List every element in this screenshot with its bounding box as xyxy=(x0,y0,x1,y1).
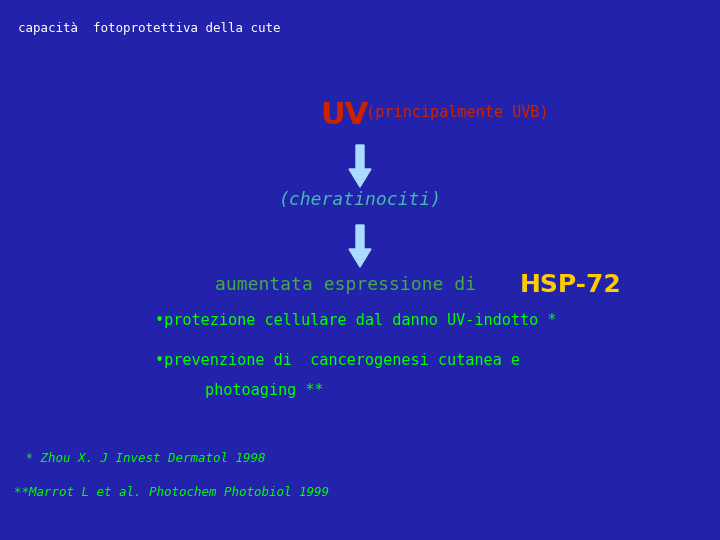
Text: •protezione cellulare dal danno UV-indotto *: •protezione cellulare dal danno UV-indot… xyxy=(155,313,557,327)
Text: (cheratinociti): (cheratinociti) xyxy=(279,191,441,209)
FancyArrow shape xyxy=(349,145,371,187)
Text: **Marrot L et al. Photochem Photobiol 1999: **Marrot L et al. Photochem Photobiol 19… xyxy=(14,485,329,498)
Text: HSP-72: HSP-72 xyxy=(520,273,622,297)
Text: (principalmente UVB): (principalmente UVB) xyxy=(357,105,549,120)
Text: aumentata espressione di: aumentata espressione di xyxy=(215,276,487,294)
Text: * Zhou X. J Invest Dermatol 1998: * Zhou X. J Invest Dermatol 1998 xyxy=(18,451,266,464)
Text: photoaging **: photoaging ** xyxy=(205,382,323,397)
Text: UV: UV xyxy=(320,100,368,130)
FancyArrow shape xyxy=(349,225,371,267)
Text: •prevenzione di  cancerogenesi cutanea e: •prevenzione di cancerogenesi cutanea e xyxy=(155,353,520,368)
Text: capacità  fotoprotettiva della cute: capacità fotoprotettiva della cute xyxy=(18,22,281,35)
